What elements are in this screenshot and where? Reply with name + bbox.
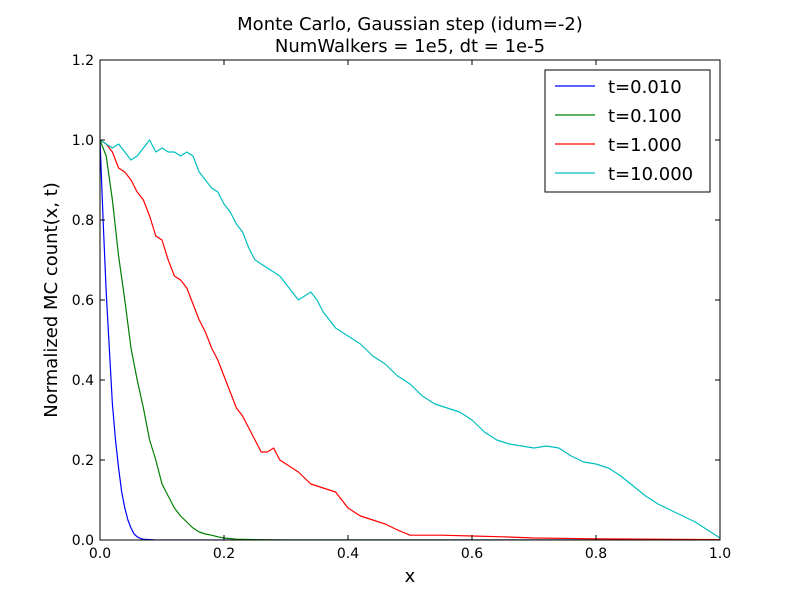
series-line-2 [100,139,720,540]
x-tick-label: 0.2 [213,546,235,562]
x-tick-label: 0.8 [585,546,607,562]
legend: t=0.010 t=0.100 t=1.000 t=10.000 [544,69,711,193]
y-tick-label: 0.0 [72,533,94,549]
y-tick-label: 1.2 [72,53,94,69]
y-tick-label: 0.8 [72,213,94,229]
series-line-3 [100,139,720,539]
chart-subtitle: NumWalkers = 1e5, dt = 1e-5 [275,36,545,57]
y-tick-label: 0.6 [72,293,94,309]
y-tick-label: 0.4 [72,373,94,389]
legend-label-0: t=0.010 [608,77,682,98]
y-axis-label: Normalized MC count(x, t) [41,182,62,418]
y-tick-label: 0.2 [72,453,94,469]
legend-label-1: t=0.100 [608,106,682,127]
x-tick-label: 0.0 [89,546,111,562]
chart-title: Monte Carlo, Gaussian step (idum=-2) [237,14,583,35]
x-tick-label: 0.6 [461,546,483,562]
x-tick-label: 0.4 [337,546,359,562]
x-tick-label: 1.0 [709,546,731,562]
series-line-0 [100,139,720,540]
y-tick-label: 1.0 [72,133,94,149]
legend-box [544,69,711,193]
x-axis-label: x [405,566,416,587]
legend-label-3: t=10.000 [608,164,693,185]
tick-layer: 0.0 0.2 0.4 0.6 0.8 1.0 0.0 0.2 0.4 0.6 0.8 1.0 1.2 [72,53,731,562]
legend-label-2: t=1.000 [608,135,682,156]
